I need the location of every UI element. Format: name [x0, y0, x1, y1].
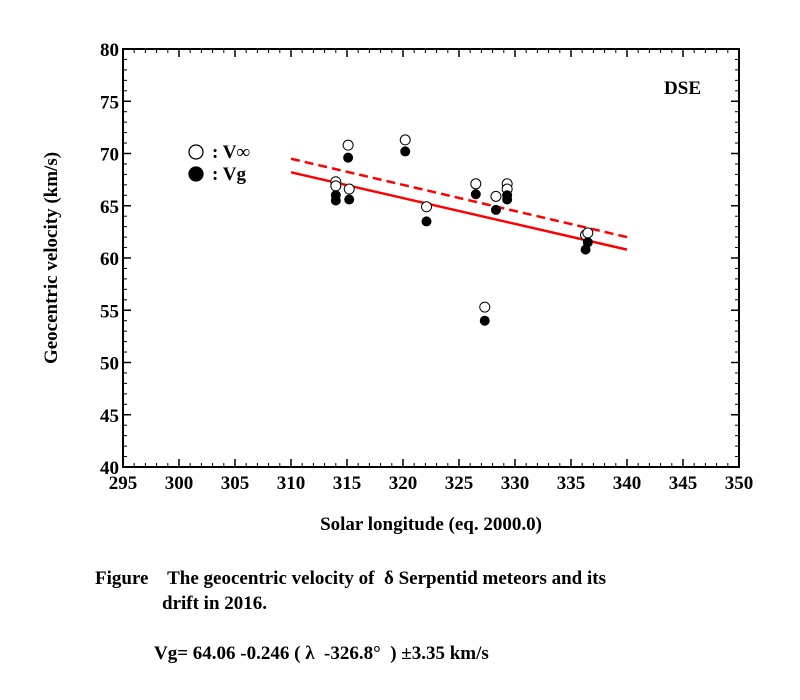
fit-line-solid	[290, 171, 628, 251]
v-infinity-point	[343, 183, 355, 195]
v-infinity-point	[330, 180, 342, 192]
vg-point	[502, 194, 513, 205]
y-tick-label: 45	[100, 406, 119, 427]
y-tick-label: 50	[100, 354, 119, 375]
y-tick-labels: 40 45 50 55 60 65 70 75 80	[100, 40, 119, 479]
vg-point	[470, 189, 481, 200]
vg-point	[344, 194, 355, 205]
y-tick-label: 80	[100, 40, 119, 61]
x-tick-label: 320	[389, 473, 418, 494]
x-tick-label: 315	[333, 473, 362, 494]
y-tick-label: 65	[100, 197, 119, 218]
vg-point	[479, 315, 490, 326]
x-tick-label: 335	[557, 473, 586, 494]
figure-caption-line2: drift in 2016.	[162, 593, 268, 614]
v-infinity-point	[421, 201, 433, 213]
vg-point	[400, 146, 411, 157]
regression-formula: Vg= 64.06 -0.246 ( λ -326.8° ) ±3.35 km/…	[154, 643, 489, 664]
figure-caption-line1: Figure The geocentric velocity of δ Serp…	[95, 568, 606, 589]
chart-annotation: DSE	[664, 78, 701, 99]
x-tick-label: 305	[221, 473, 250, 494]
v-infinity-point	[479, 301, 491, 313]
v-infinity-point	[399, 134, 411, 146]
x-tick-label: 310	[277, 473, 306, 494]
y-tick-label: 60	[100, 249, 119, 270]
vg-point	[490, 204, 501, 215]
x-tick-label: 345	[669, 473, 698, 494]
x-tick-label: 330	[501, 473, 530, 494]
axis-ticks	[122, 48, 740, 468]
y-tick-label: 70	[100, 145, 119, 166]
x-tick-label: 340	[613, 473, 642, 494]
scatter-chart: 295 300 305 310 315 320 325 330 335 340 345 350 404…	[41, 40, 754, 535]
vg-point	[582, 237, 593, 248]
legend-label: : Vg	[212, 164, 246, 185]
vg-point	[343, 152, 354, 163]
legend-label: : V∞	[212, 142, 250, 163]
v-infinity-point	[582, 227, 594, 239]
fit-lines	[290, 157, 628, 251]
vg-point	[421, 216, 432, 227]
vg-point	[330, 195, 341, 206]
y-axis-title: Geocentric velocity (km/s)	[41, 152, 62, 364]
legend-open-circle-icon	[188, 144, 204, 160]
x-tick-label: 300	[165, 473, 194, 494]
x-tick-label: 350	[725, 473, 754, 494]
y-tick-label: 40	[100, 458, 119, 479]
v-infinity-point	[490, 190, 502, 202]
data-points	[330, 134, 594, 326]
x-axis-title: Solar longitude (eq. 2000.0)	[320, 514, 542, 535]
plot-frame	[122, 48, 740, 468]
x-tick-label: 295	[109, 473, 138, 494]
legend-filled-circle-icon	[188, 166, 204, 182]
fit-line-dashed	[290, 157, 628, 239]
legend: : V∞: Vg	[188, 142, 250, 185]
x-tick-labels: 295 300 305 310 315 320 325 330 335 340 345 350	[109, 473, 754, 494]
y-tick-label: 75	[100, 92, 119, 113]
v-infinity-point	[470, 178, 482, 190]
x-tick-label: 325	[445, 473, 474, 494]
y-tick-label: 55	[100, 301, 119, 322]
v-infinity-point	[342, 139, 354, 151]
